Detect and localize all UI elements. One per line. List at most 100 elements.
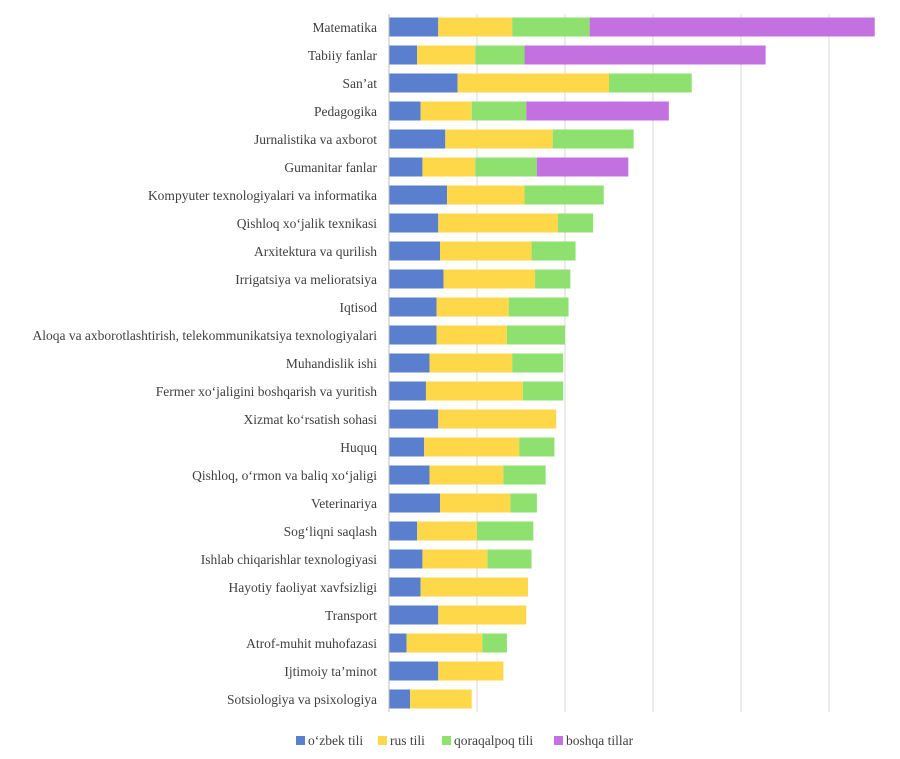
category-label: Fermer xo‘jaligini boshqarish va yuritis…	[156, 384, 377, 399]
bar-segment-2-row-7	[447, 185, 525, 205]
bar-segment-1-row-3	[389, 73, 458, 93]
bar-segment-1-row-9	[389, 241, 441, 261]
bar-segment-1-row-8	[389, 213, 439, 233]
bar-segment-2-row-9	[440, 241, 532, 261]
bar-segment-1-row-7	[389, 185, 448, 205]
bar-segment-2-row-3	[457, 73, 609, 93]
bar-segment-1-row-2	[389, 45, 418, 65]
category-label: Qishloq xo‘jalik texnikasi	[237, 216, 377, 231]
bar-segment-2-row-8	[438, 213, 558, 233]
bars	[389, 17, 875, 709]
bar-segment-1-row-25	[389, 689, 411, 709]
legend-swatch-3	[442, 736, 451, 745]
category-label: Pedagogika	[314, 104, 377, 119]
bar-segment-1-row-12	[389, 325, 437, 345]
bar-segment-3-row-3	[609, 73, 692, 93]
category-label: Aloqa va axborotlashtirish, telekommunik…	[32, 328, 377, 343]
bar-segment-3-row-23	[482, 633, 507, 653]
bar-segment-1-row-6	[389, 157, 423, 177]
bar-segment-1-row-18	[389, 493, 441, 513]
bar-segment-4-row-1	[589, 17, 875, 37]
bar-segment-1-row-22	[389, 605, 439, 625]
bar-segment-3-row-20	[487, 549, 532, 569]
bar-segment-2-row-17	[429, 465, 504, 485]
category-label: Ijtimoiy ta’minot	[284, 664, 377, 679]
bar-segment-1-row-17	[389, 465, 430, 485]
bar-segment-2-row-6	[422, 157, 476, 177]
category-label: Ishlab chiqarishlar texnologiyasi	[201, 552, 377, 567]
category-label: Huquq	[340, 440, 377, 455]
category-label: Kompyuter texnologiyalari va informatika	[148, 188, 377, 203]
bar-segment-1-row-13	[389, 353, 430, 373]
bar-segment-1-row-20	[389, 549, 423, 569]
bar-segment-3-row-9	[531, 241, 576, 261]
bar-segment-1-row-11	[389, 297, 437, 317]
bar-segment-3-row-10	[535, 269, 571, 289]
bar-segment-3-row-7	[524, 185, 604, 205]
bar-segment-3-row-5	[552, 129, 634, 149]
bar-segment-2-row-4	[420, 101, 472, 121]
category-label: Matematika	[313, 20, 377, 35]
bar-segment-1-row-16	[389, 437, 425, 457]
bar-segment-3-row-6	[475, 157, 537, 177]
bar-segment-1-row-5	[389, 129, 446, 149]
bar-segment-3-row-14	[522, 381, 564, 401]
bar-segment-3-row-4	[471, 101, 527, 121]
category-label: Muhandislik ishi	[286, 356, 377, 371]
bar-segment-4-row-4	[526, 101, 669, 121]
bar-segment-3-row-17	[503, 465, 546, 485]
category-label: Xizmat ko‘rsatish sohasi	[244, 412, 378, 427]
bar-segment-2-row-13	[429, 353, 513, 373]
bar-segment-1-row-24	[389, 661, 439, 681]
bar-segment-4-row-2	[524, 45, 766, 65]
legend-swatch-1	[296, 736, 305, 745]
bar-segment-2-row-5	[445, 129, 553, 149]
bar-segment-3-row-11	[508, 297, 569, 317]
category-label: Qishloq, o‘rmon va baliq xo‘jaligi	[192, 468, 377, 483]
category-label: Atrof-muhit muhofazasi	[246, 636, 377, 651]
category-label: Jurnalistika va axborot	[254, 132, 377, 147]
legend-label-4: boshqa tillar	[566, 733, 634, 748]
category-label: Iqtisod	[339, 300, 377, 315]
bar-segment-3-row-8	[557, 213, 594, 233]
bar-segment-3-row-12	[506, 325, 565, 345]
category-label: San’at	[343, 76, 378, 91]
bar-segment-1-row-21	[389, 577, 421, 597]
category-label: Gumanitar fanlar	[284, 160, 377, 175]
bar-segment-4-row-6	[536, 157, 629, 177]
bar-segment-3-row-1	[512, 17, 590, 37]
bar-segment-3-row-2	[475, 45, 525, 65]
bar-segment-2-row-2	[417, 45, 476, 65]
bar-segment-1-row-10	[389, 269, 444, 289]
bar-segment-2-row-10	[443, 269, 536, 289]
bar-segment-3-row-19	[477, 521, 534, 541]
category-label: Veterinariya	[311, 496, 377, 511]
bar-segment-2-row-1	[438, 17, 513, 37]
bar-segment-1-row-15	[389, 409, 439, 429]
bar-segment-3-row-18	[510, 493, 537, 513]
bar-segment-1-row-4	[389, 101, 421, 121]
bar-segment-2-row-11	[436, 297, 509, 317]
legend: o‘zbek tili rus tili qoraqalpoq tili boshqa…	[296, 733, 634, 748]
category-label: Tabiiy fanlar	[308, 48, 378, 63]
bar-segment-2-row-22	[438, 605, 527, 625]
category-label: Arxitektura va qurilish	[254, 244, 377, 259]
category-label: Sog‘liqni saqlash	[284, 524, 378, 539]
bar-segment-3-row-13	[512, 353, 564, 373]
legend-swatch-2	[378, 736, 387, 745]
bar-segment-2-row-23	[406, 633, 483, 653]
legend-label-3: qoraqalpoq tili	[454, 733, 533, 748]
bar-segment-2-row-15	[438, 409, 557, 429]
category-labels: Matematika Tabiiy fanlar San’at Pedagogika J…	[32, 20, 377, 707]
category-label: Irrigatsiya va melioratsiya	[235, 272, 377, 287]
legend-label-1: o‘zbek tili	[308, 733, 363, 748]
bar-segment-1-row-19	[389, 521, 418, 541]
category-label: Hayotiy faoliyat xavfsizligi	[229, 580, 378, 595]
bar-segment-2-row-20	[422, 549, 488, 569]
category-label: Transport	[325, 608, 377, 623]
bar-segment-2-row-24	[438, 661, 504, 681]
bar-segment-3-row-16	[519, 437, 555, 457]
bar-segment-2-row-12	[436, 325, 507, 345]
legend-swatch-4	[554, 736, 563, 745]
